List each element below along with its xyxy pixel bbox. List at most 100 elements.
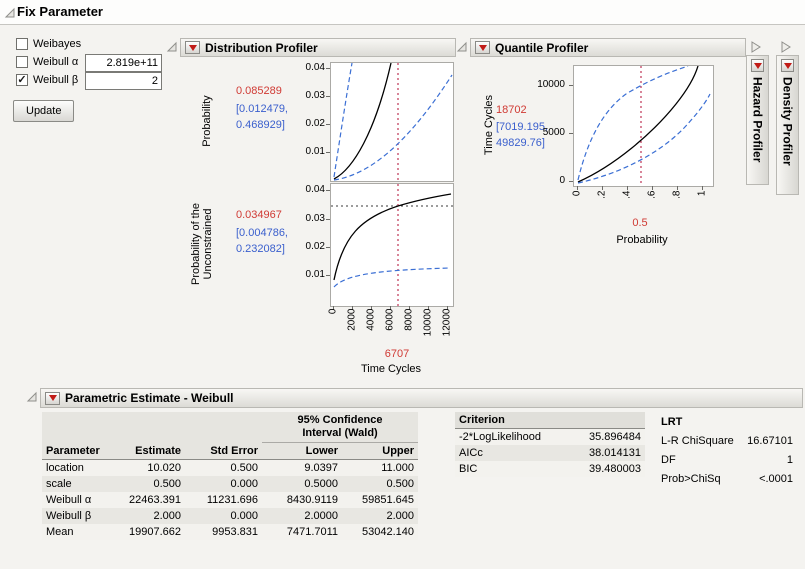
weibayes-checkbox-box[interactable] bbox=[16, 38, 28, 50]
ci-header-line1: 95% Confidence bbox=[297, 414, 383, 426]
weibull-beta-checkbox-box[interactable]: ✓ bbox=[16, 74, 28, 86]
red-triangle-menu-hazard[interactable] bbox=[751, 59, 764, 72]
lrt-value: 16.67101 bbox=[747, 434, 794, 447]
weibull-alpha-label: Weibull α bbox=[33, 56, 79, 68]
quant-xtick: .2 bbox=[596, 190, 608, 199]
parametric-estimate-header: Parametric Estimate - Weibull bbox=[40, 388, 803, 408]
weibull-alpha-checkbox-box[interactable] bbox=[16, 56, 28, 68]
quant-xtick: .8 bbox=[671, 190, 683, 199]
weibull-beta-field[interactable] bbox=[85, 72, 162, 90]
distribution-profiler-plot-bottom[interactable] bbox=[330, 183, 454, 307]
page-title: Fix Parameter bbox=[17, 4, 103, 19]
collapsed-panel-density-profiler[interactable]: Density Profiler bbox=[776, 55, 799, 195]
dist-plot2-ylabel-line1: Probability of the bbox=[190, 203, 202, 285]
weibull-alpha-field[interactable] bbox=[85, 54, 162, 72]
weibayes-checkbox[interactable]: Weibayes bbox=[16, 38, 81, 50]
disclosure-triangle-distribution-profiler[interactable] bbox=[166, 41, 178, 53]
dist-xtick: 12000 bbox=[441, 308, 453, 337]
red-triangle-menu-density[interactable] bbox=[781, 59, 794, 72]
estimate-curve bbox=[333, 193, 452, 281]
distribution-profiler-plot-top[interactable] bbox=[330, 62, 454, 182]
upper-value: 11.000 bbox=[342, 459, 419, 476]
red-triangle-icon bbox=[48, 395, 57, 401]
tick-mark bbox=[428, 306, 429, 310]
hazard-profiler-title: Hazard Profiler bbox=[750, 77, 765, 163]
upper-ci-curve bbox=[577, 65, 689, 181]
distribution-profiler-header: Distribution Profiler bbox=[180, 38, 456, 57]
weibull-beta-checkbox[interactable]: ✓ Weibull β bbox=[16, 74, 78, 86]
table-row: L-R ChiSquare 16.67101 bbox=[657, 431, 797, 450]
quant-ytick: 0 bbox=[559, 175, 565, 186]
criterion-header: Criterion bbox=[455, 412, 645, 429]
dist-xtick: 8000 bbox=[403, 308, 415, 331]
tick-mark bbox=[569, 85, 573, 86]
col-header-std-error: Std Error bbox=[185, 442, 263, 460]
lower-value: 7471.7011 bbox=[262, 524, 343, 540]
weibayes-label: Weibayes bbox=[33, 38, 82, 50]
dist-plot2-ytick: 0.01 bbox=[305, 269, 325, 280]
quant-plot-canvas bbox=[577, 65, 711, 186]
dist-plot2-ytick: 0.03 bbox=[305, 213, 325, 224]
estimate-value: 2.000 bbox=[110, 508, 185, 524]
collapsed-panel-hazard-profiler[interactable]: Hazard Profiler bbox=[746, 55, 769, 185]
quant-x-current-value[interactable]: 0.5 bbox=[632, 217, 648, 229]
red-triangle-menu-parametric[interactable] bbox=[45, 391, 60, 405]
dist-x-current-value[interactable]: 6707 bbox=[384, 348, 410, 360]
dist-plot2-ylabel-line2: Unconstrained bbox=[202, 208, 214, 280]
expand-arrow-density-profiler[interactable] bbox=[780, 40, 792, 53]
ci-header-row: 95% Confidence Interval (Wald) bbox=[42, 412, 419, 443]
col-header-estimate: Estimate bbox=[110, 442, 185, 460]
ci-header-line2: Interval (Wald) bbox=[302, 427, 378, 439]
table-row: -2*LogLikelihood 35.896484 bbox=[455, 428, 645, 445]
lrt-table: LRT L-R ChiSquare 16.67101 DF 1 Prob>Chi… bbox=[657, 412, 797, 488]
update-button[interactable]: Update bbox=[13, 100, 75, 122]
tick-mark bbox=[627, 186, 628, 190]
dist-plot1-ylabel: Probability bbox=[201, 95, 213, 147]
dist-xtick: 10000 bbox=[422, 308, 434, 337]
std-error-value: 0.000 bbox=[185, 476, 263, 492]
estimate-value: 0.500 bbox=[110, 476, 185, 492]
quant-ci-upper: 49829.76] bbox=[496, 137, 545, 149]
criterion-label: -2*LogLikelihood bbox=[455, 428, 573, 445]
quantile-profiler-plot[interactable] bbox=[573, 65, 714, 187]
quant-xtick: .6 bbox=[646, 190, 658, 199]
upper-value: 53042.140 bbox=[342, 524, 419, 540]
disclosure-triangle-quantile-profiler[interactable] bbox=[456, 41, 468, 53]
col-header-lower: Lower bbox=[262, 442, 343, 460]
quantile-profiler-header: Quantile Profiler bbox=[470, 38, 746, 57]
estimate-value: 22463.391 bbox=[110, 492, 185, 508]
dist-plot1-ytick: 0.03 bbox=[305, 90, 325, 101]
criterion-label: BIC bbox=[455, 461, 573, 477]
dist-plot2-ylabel: Probability of the Unconstrained bbox=[190, 174, 214, 314]
table-row: Weibull α 22463.391 11231.696 8430.9119 … bbox=[42, 492, 419, 508]
lrt-header-row: LRT bbox=[657, 412, 797, 431]
expand-arrow-hazard-profiler[interactable] bbox=[750, 40, 762, 53]
table-row: Prob>ChiSq <.0001 bbox=[657, 469, 797, 488]
table-row: location 10.020 0.500 9.0397 11.000 bbox=[42, 459, 419, 476]
parametric-estimate-title: Parametric Estimate - Weibull bbox=[65, 391, 234, 405]
criterion-label: AICc bbox=[455, 445, 573, 461]
disclosure-triangle-fix-parameter[interactable] bbox=[4, 7, 16, 19]
weibull-alpha-checkbox[interactable]: Weibull α bbox=[16, 56, 78, 68]
tick-mark bbox=[602, 186, 603, 190]
criterion-table: Criterion -2*LogLikelihood 35.896484 AIC… bbox=[455, 412, 645, 477]
param-name: Weibull β bbox=[42, 508, 110, 524]
upper-value: 59851.645 bbox=[342, 492, 419, 508]
red-triangle-icon bbox=[753, 62, 762, 69]
lower-value: 0.5000 bbox=[262, 476, 343, 492]
upper-value: 2.000 bbox=[342, 508, 419, 524]
tick-mark bbox=[326, 247, 330, 248]
red-triangle-menu-quantile[interactable] bbox=[475, 41, 490, 54]
quant-ylabel: Time Cycles bbox=[483, 94, 495, 156]
red-triangle-menu-distribution[interactable] bbox=[185, 41, 200, 54]
blank-header-cell bbox=[42, 412, 263, 443]
lower-ci-curve bbox=[333, 267, 451, 288]
table-row: DF 1 bbox=[657, 450, 797, 469]
disclosure-triangle-parametric-estimate[interactable] bbox=[26, 391, 38, 403]
table-row: Weibull β 2.000 0.000 2.0000 2.000 bbox=[42, 508, 419, 524]
dist-xtick: 6000 bbox=[384, 308, 396, 331]
red-triangle-icon bbox=[783, 62, 792, 69]
param-name: location bbox=[42, 459, 110, 476]
criterion-value: 38.014131 bbox=[573, 445, 645, 461]
param-name: Weibull α bbox=[42, 492, 110, 508]
